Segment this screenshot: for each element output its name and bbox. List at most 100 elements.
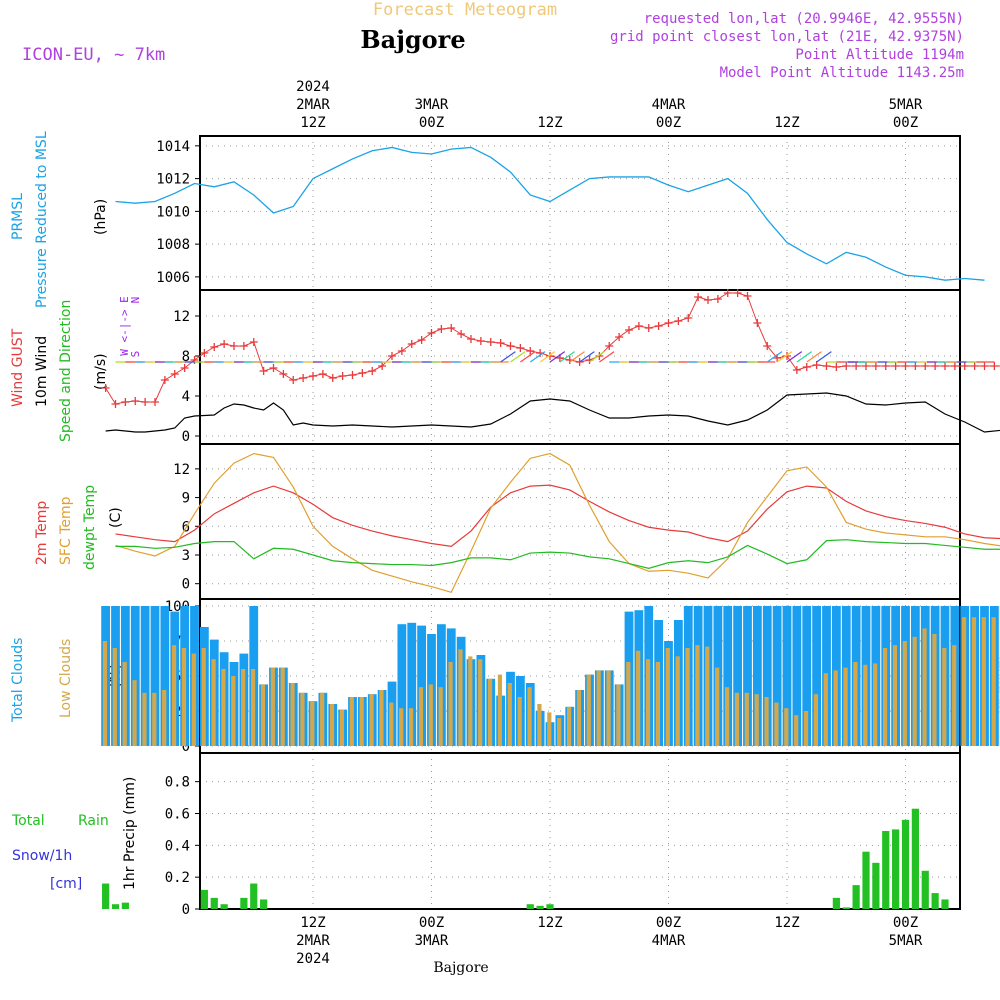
gust-point [378, 362, 387, 370]
low-cloud-bar [329, 704, 335, 746]
gust-point [249, 338, 258, 346]
gust-point [526, 347, 535, 355]
low-cloud-bar [705, 646, 710, 746]
gust-point [891, 362, 900, 370]
low-cloud-bar [418, 687, 424, 746]
total-cloud-bar [792, 606, 802, 746]
gust-point [931, 362, 940, 370]
low-cloud-bar [922, 628, 927, 746]
gust-point [644, 324, 653, 332]
gust-point [200, 349, 209, 357]
low-cloud-bar [873, 663, 878, 746]
low-cloud-bar [606, 670, 611, 746]
gust-point [634, 322, 643, 330]
gust-point [881, 362, 890, 370]
low-cloud-bar [991, 617, 996, 746]
gust-line [105, 292, 1000, 405]
rain-bar [260, 899, 268, 909]
low-cloud-bar [616, 684, 621, 746]
gust-point [397, 347, 406, 355]
total-cloud-bar [436, 624, 446, 746]
wind-unit: (m/s) [93, 353, 109, 390]
top-time-label: 2024 [296, 79, 330, 95]
gust-point [694, 293, 703, 301]
gridpoint-coords: grid point closest lon,lat (21E, 42.9375… [610, 29, 964, 45]
gust-point [960, 362, 969, 370]
gust-point [723, 289, 732, 297]
panel-frame [199, 135, 961, 291]
rain-bar [240, 897, 248, 909]
total-cloud-bar [160, 606, 170, 746]
y-tick-label: 4 [182, 389, 190, 405]
low-cloud-bar [290, 683, 295, 746]
precip-label-rain: Rain [78, 813, 109, 829]
gust-point [743, 292, 752, 300]
model-label: ICON-EU, ~ 7km [22, 45, 165, 65]
low-cloud-bar [803, 711, 809, 746]
temp-label-1: 2m Temp [34, 501, 50, 565]
low-cloud-bar [241, 669, 246, 746]
rain-bar [862, 851, 870, 909]
bottom-time-axis: 12Z 2MAR 2024 00Z 3MAR 12Z 00Z 4MAR 12Z 00Z 5MAR [296, 915, 923, 967]
gust-point [259, 367, 268, 375]
total-cloud-bar [772, 606, 782, 746]
total-cloud-bar [782, 606, 792, 746]
low-cloud-bar [596, 670, 601, 746]
gust-point [279, 370, 288, 378]
wind-direction-arrows [115, 351, 995, 363]
gust-point [309, 372, 317, 380]
gust-point [921, 362, 930, 370]
gust-point [664, 319, 673, 327]
y-tick-label: 0 [182, 577, 190, 593]
panel-pressure: 1006 1008 1010 1012 1014 [115, 135, 985, 291]
low-cloud-bar [270, 667, 275, 746]
rain-bar [200, 889, 208, 909]
gust-point [220, 340, 229, 348]
gust-point [318, 370, 327, 378]
temp-labels: 2m Temp SFC Temp dewpt Temp (C) [34, 485, 124, 570]
low-cloud-bar [280, 667, 285, 746]
total-cloud-bar [150, 606, 160, 746]
wind-arrow [766, 351, 783, 363]
gust-point [822, 362, 831, 370]
y-tick-label: 8 [182, 349, 190, 365]
compass-n: N [129, 297, 142, 304]
gust-point [812, 361, 821, 369]
precip-unit: 1hr Precip (mm) [122, 777, 138, 890]
rain-bar [872, 862, 880, 909]
gust-point [358, 369, 367, 377]
y-tick-label: 0 [182, 429, 190, 445]
low-cloud-bar [349, 697, 354, 746]
wind-label-3: Speed and Direction [58, 300, 74, 442]
top-time-label: 3MAR [415, 97, 449, 113]
footer-location: Bajgore [433, 960, 488, 976]
gust-point [763, 342, 772, 350]
low-cloud-bar [576, 690, 582, 746]
gust-point [121, 398, 130, 406]
wind-arrow [529, 351, 546, 363]
low-cloud-bar [389, 702, 394, 746]
low-cloud-bar [774, 702, 779, 746]
rain-bar [526, 904, 534, 909]
low-cloud-bar [853, 662, 858, 746]
low-cloud-bar [171, 645, 177, 746]
gust-point [151, 398, 159, 406]
gust-point [901, 362, 910, 370]
time-label: 2MAR [296, 933, 330, 949]
low-cloud-bar [724, 687, 730, 746]
time-label: 12Z [774, 915, 799, 931]
gust-point [190, 356, 199, 364]
low-cloud-bar [892, 645, 898, 746]
location-title: Bajgore [360, 25, 465, 54]
low-cloud-bar [823, 673, 828, 746]
wind-arrow [776, 351, 793, 363]
gust-point [239, 342, 248, 350]
gust-point [980, 362, 989, 370]
precip-label-total: Total [11, 813, 45, 829]
temp-unit: (C) [108, 507, 124, 528]
rain-bar [842, 907, 850, 909]
wind-arrow [599, 351, 615, 363]
rain-bar [220, 904, 228, 909]
